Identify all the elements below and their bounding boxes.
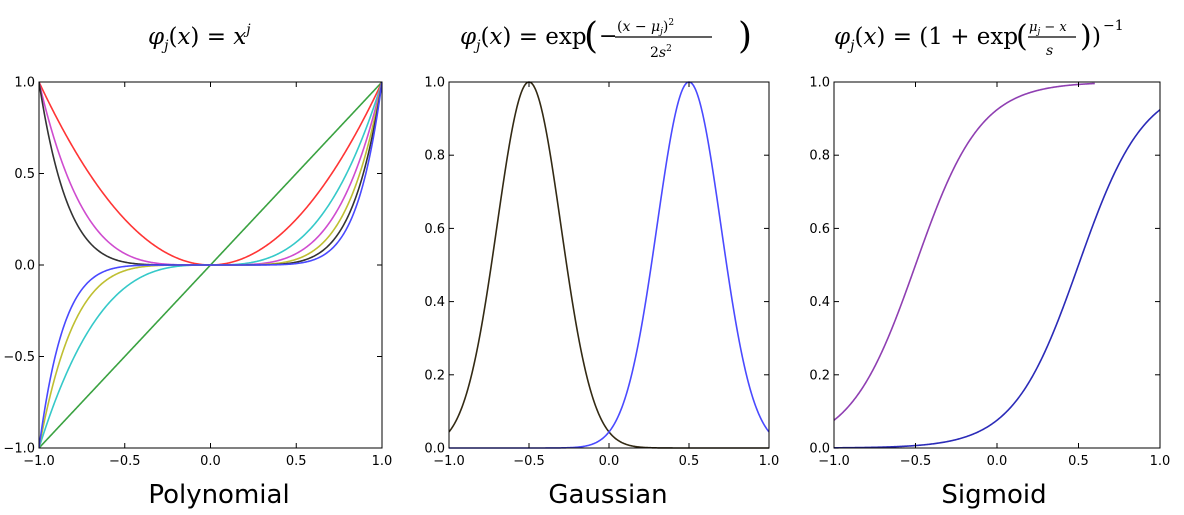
sigmoid-ytick-label: 0.8	[809, 149, 830, 164]
polynomial-xtick-label: −0.5	[109, 454, 141, 469]
gaussian-xtick-label: −0.5	[513, 454, 545, 469]
panel-sigmoid: −1.0 −0.5 0.0 0.5 1.0 0.0 0.2 0.4 0.6 0.8 1.0	[809, 76, 1170, 470]
gaussian-series-2-line	[449, 81, 769, 449]
polynomial-series-6-line	[39, 81, 382, 266]
panel-sigmoid-title: φj(x) = (1 + exp ( μj − x s ) ) −1	[834, 18, 1124, 59]
sigmoid-series-1-line	[834, 82, 1095, 421]
svg-text:φj(x) = exp: φj(x) = exp	[460, 24, 587, 54]
sigmoid-xtick-label: 1.0	[1150, 454, 1171, 469]
svg-text:−: −	[599, 24, 617, 49]
panel-gaussian: −1.0 −0.5 0.0 0.5 1.0 0.0 0.2 0.4 0.6 0.8 1.0	[424, 76, 779, 470]
sigmoid-xtick-label: 0.5	[1068, 454, 1089, 469]
polynomial-xtick-label: 0.5	[286, 454, 307, 469]
panel-gaussian-title: φj(x) = exp ( − (x − μj)2 2s2 )	[460, 16, 752, 61]
panel-polynomial-title: φj(x) = xj	[148, 22, 251, 54]
svg-text:(x − μj)2: (x − μj)2	[617, 18, 674, 37]
sigmoid-ytick-label: 0.2	[809, 368, 830, 383]
sigmoid-axes-frame	[833, 81, 1161, 449]
sigmoid-ytick-label: 0.0	[809, 442, 830, 457]
polynomial-ytick-label: −0.5	[3, 350, 35, 365]
sigmoid-xtick-label: −0.5	[900, 454, 932, 469]
svg-text:φj(x) = (1 + exp: φj(x) = (1 + exp	[834, 24, 1018, 54]
svg-text:μj − x: μj − x	[1029, 20, 1067, 37]
sigmoid-xtick-label: −1.0	[818, 454, 850, 469]
polynomial-series-2-line	[39, 81, 382, 266]
svg-text:): )	[738, 16, 752, 57]
gaussian-ytick-label: 0.4	[424, 295, 445, 310]
polynomial-series-4-line	[39, 81, 382, 266]
gaussian-xtick-label: 0.5	[679, 454, 700, 469]
polynomial-ytick-label: 0.0	[14, 259, 35, 274]
polynomial-ytick-label: 0.5	[14, 167, 35, 182]
sigmoid-ytick-label: 0.6	[809, 222, 830, 237]
panel-sigmoid-xlabel: Sigmoid	[941, 480, 1046, 510]
gaussian-series-1-line	[449, 81, 769, 449]
polynomial-series-7-line	[39, 81, 382, 449]
polynomial-xtick-label: −1.0	[23, 454, 55, 469]
gaussian-axes-frame	[448, 81, 770, 449]
gaussian-ytick-label: 1.0	[424, 76, 445, 91]
svg-text:): )	[1080, 19, 1092, 54]
polynomial-ytick-label: −1.0	[3, 442, 35, 457]
svg-text:(: (	[1016, 19, 1028, 54]
panel-gaussian-xlabel: Gaussian	[548, 480, 667, 510]
svg-text:−1: −1	[1103, 18, 1124, 34]
gaussian-xtick-label: −1.0	[433, 454, 465, 469]
gaussian-xtick-label: 1.0	[759, 454, 780, 469]
svg-text:s: s	[1046, 43, 1053, 59]
sigmoid-ytick-label: 1.0	[809, 76, 830, 91]
gaussian-ytick-label: 0.0	[424, 442, 445, 457]
polynomial-ytick-label: 1.0	[14, 76, 35, 91]
sigmoid-ytick-label: 0.4	[809, 295, 830, 310]
panel-polynomial-xlabel: Polynomial	[148, 480, 289, 510]
svg-text:(: (	[584, 16, 598, 57]
gaussian-xtick-label: 0.0	[599, 454, 620, 469]
sigmoid-series-2-line	[834, 109, 1160, 449]
svg-text:2s2: 2s2	[650, 44, 672, 61]
polynomial-xtick-label: 0.0	[200, 454, 221, 469]
gaussian-ytick-label: 0.8	[424, 149, 445, 164]
svg-text:): )	[1092, 24, 1101, 50]
sigmoid-xtick-label: 0.0	[987, 454, 1008, 469]
panel-polynomial: −1.0 −0.5 0.0 0.5 1.0 −1.0 −0.5 0.0 0.5 1.0	[3, 76, 392, 470]
gaussian-ytick-label: 0.6	[424, 222, 445, 237]
gaussian-ytick-label: 0.2	[424, 368, 445, 383]
polynomial-xtick-label: 1.0	[372, 454, 393, 469]
